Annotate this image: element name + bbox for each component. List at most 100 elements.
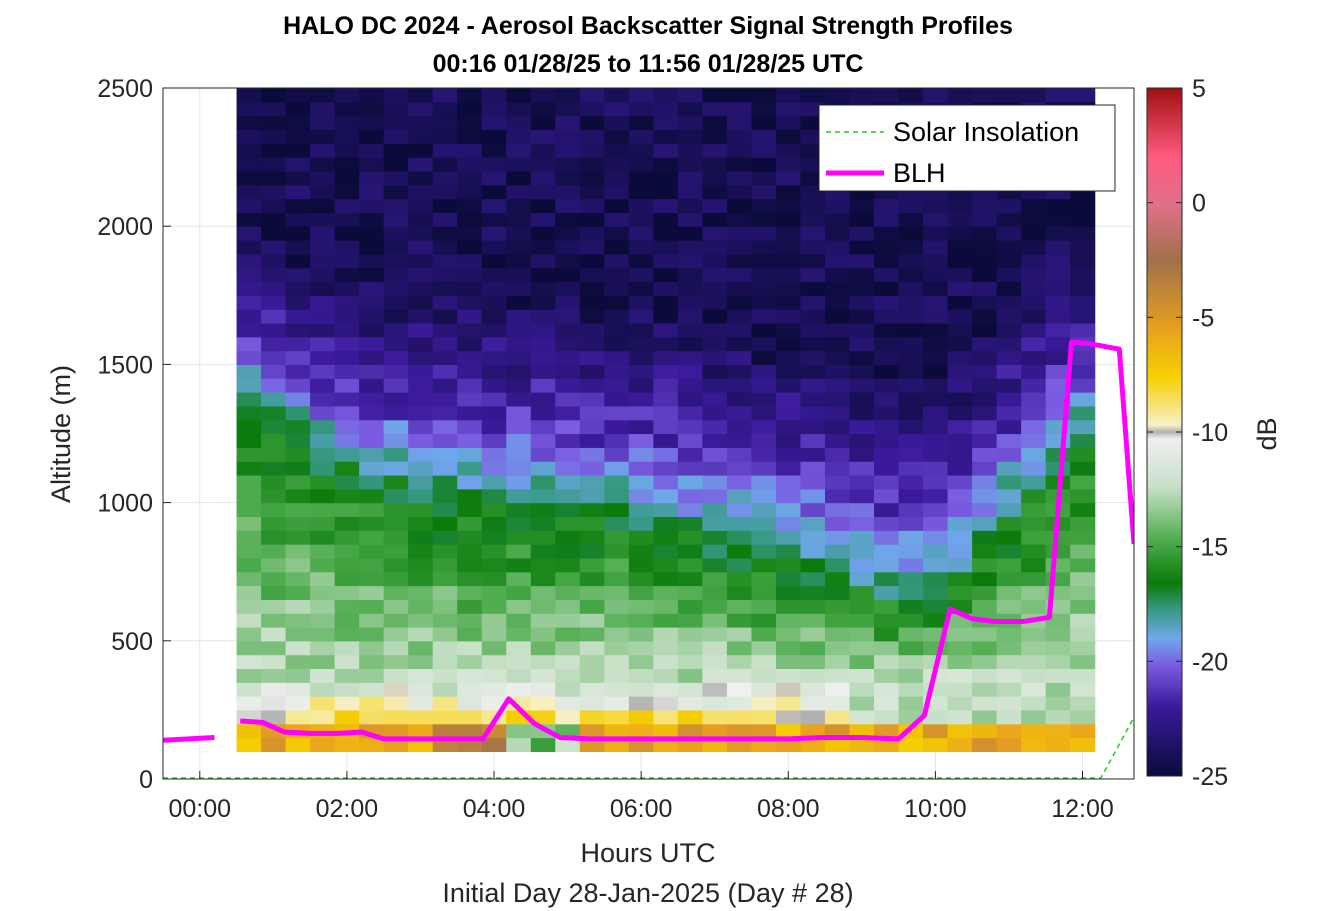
heatmap-cell [677,378,703,393]
heatmap-cell [702,696,728,711]
heatmap-cell [702,240,728,255]
heatmap-cell [1021,654,1047,670]
heatmap-cell [775,240,802,255]
heatmap-cell [334,226,360,241]
heatmap-cell [972,530,998,545]
heatmap-cell [236,129,262,144]
heatmap-cell [874,240,900,255]
heatmap-cell [432,640,458,656]
heatmap-cell [432,682,458,697]
heatmap-cell [310,198,336,213]
heatmap-cell [972,557,998,573]
heatmap-cell [457,226,483,241]
heatmap-cell [604,88,630,103]
heatmap-cell [555,654,581,670]
heatmap-cell [604,502,630,518]
legend-blh-label: BLH [893,158,946,188]
heatmap-cell [800,488,826,504]
heatmap-cell [1070,212,1096,227]
heatmap-cell [898,544,924,559]
heatmap-cell [849,281,875,296]
heatmap-cell [285,682,311,697]
heatmap-cell [800,654,826,670]
heatmap-cell [972,419,998,435]
heatmap-cell [359,640,385,656]
heatmap-cell [457,336,483,352]
heatmap-cell [972,88,998,103]
heatmap-cell [383,488,409,504]
heatmap-cell [751,309,777,324]
heatmap-cell [653,364,679,379]
heatmap-cell [579,88,605,103]
heatmap-cell [530,447,556,462]
heatmap-cell [334,640,360,656]
heatmap-cell [923,212,949,227]
heatmap-cell [972,668,998,683]
heatmap-cell [555,309,581,324]
heatmap-cell [506,405,532,421]
heatmap-cell [285,433,311,448]
heatmap-cell [751,253,777,269]
heatmap-cell [898,336,924,352]
heatmap-cell [874,530,900,545]
heatmap-cell [702,502,728,518]
heatmap-cell [628,281,654,296]
heatmap-cell [775,516,802,531]
heatmap-cell [1021,281,1047,296]
heatmap-cell [775,170,802,186]
heatmap-cell [408,626,434,642]
heatmap-cell [383,557,409,573]
heatmap-cell [457,240,483,255]
heatmap-cell [751,696,777,711]
heatmap-cell [555,198,581,213]
heatmap-cell [310,419,336,435]
heatmap-cell [702,419,728,435]
heatmap-cell [898,433,924,448]
heatmap-cell [261,626,287,642]
heatmap-cell [824,226,851,241]
heatmap-cell [481,198,507,213]
heatmap-cell [506,488,532,504]
heatmap-cell [408,115,434,131]
heatmap-cell [874,516,900,531]
colorbar-tick-label: 0 [1192,190,1206,218]
heatmap-cell [506,253,532,269]
heatmap-cell [285,253,311,269]
heatmap-cell [628,709,654,725]
heatmap-cell [1045,557,1071,573]
heatmap-cell [604,461,630,476]
heatmap-cell [481,184,507,200]
heatmap-cell [751,184,777,200]
heatmap-cell [824,198,851,213]
heatmap-cell [481,115,507,131]
heatmap-cell [383,170,409,186]
heatmap-cell [359,682,385,697]
heatmap-cell [310,226,336,241]
series-blh [240,339,1134,742]
heatmap-cell [383,129,409,144]
heatmap-cell [285,571,311,587]
heatmap-cell [898,447,924,462]
heatmap-cell [359,267,385,283]
heatmap-cell [800,613,826,628]
heatmap-cell [677,419,703,435]
heatmap-cell [457,626,483,642]
heatmap-cell [310,129,336,144]
heatmap-cell [359,530,385,545]
heatmap-cell [555,419,581,435]
heatmap-cell [775,198,802,213]
heatmap-cell [579,198,605,213]
x-tick-label: 00:00 [168,795,231,823]
heatmap-cell [457,101,483,117]
heatmap-cell [481,557,507,573]
heatmap-cell [236,474,262,490]
heatmap-cell [775,626,802,642]
heatmap-cell [359,405,385,421]
heatmap-cell [1070,350,1096,365]
heatmap-cell [261,599,287,614]
colorbar-ticks: 50-5-10-15-20-25 [1147,75,1228,791]
heatmap-cell [359,309,385,324]
heatmap-cell [628,447,654,462]
heatmap-cell [898,378,924,393]
